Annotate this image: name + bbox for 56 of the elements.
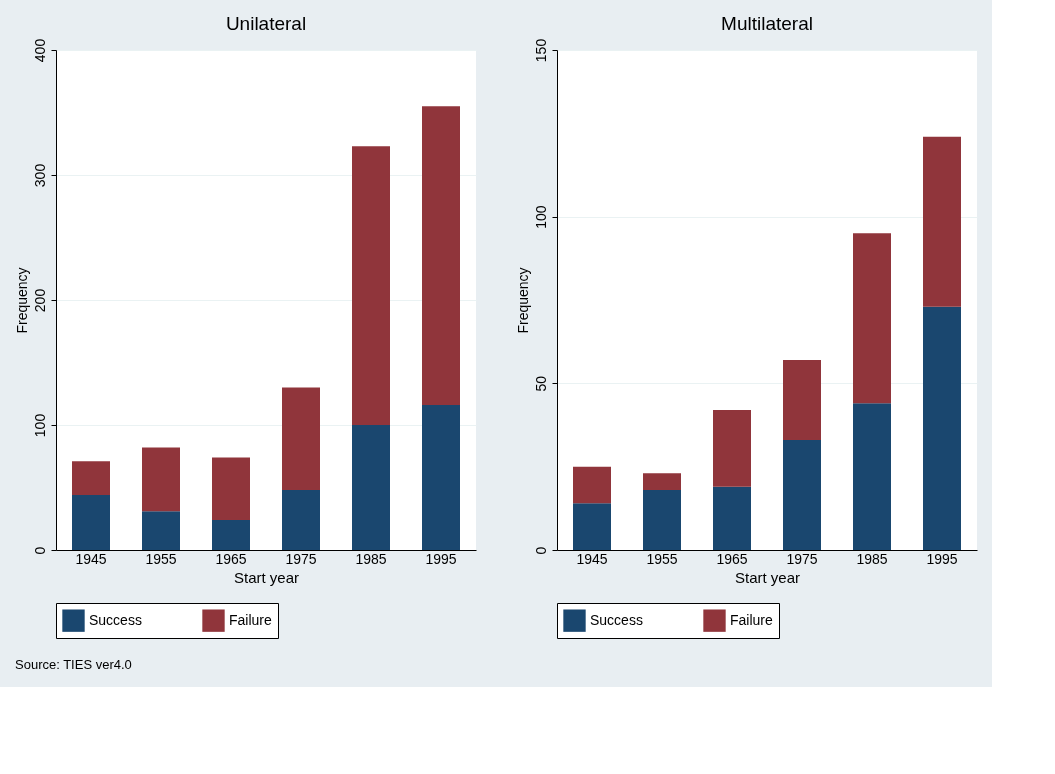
bar (352, 146, 390, 425)
x-tick-label: 1985 (856, 550, 888, 567)
y-tick-label: 0 (532, 546, 549, 555)
bar (573, 503, 611, 550)
y-tick-label: 150 (532, 38, 549, 63)
bar (853, 233, 891, 404)
y-tick-label: 100 (532, 205, 549, 229)
y-tick-label: 400 (31, 38, 48, 63)
x-tick-label: 1975 (285, 550, 317, 567)
chart-title: Unilateral (225, 13, 307, 35)
bar (422, 106, 460, 405)
bar (142, 447, 180, 512)
legend-label: Success (89, 611, 142, 628)
bar (352, 425, 390, 550)
y-axis-title: Frequency (514, 267, 531, 334)
y-tick-label: 200 (31, 288, 48, 313)
source-note: Source: TIES ver4.0 (15, 656, 132, 672)
x-tick-label: 1955 (145, 550, 177, 567)
bar (783, 440, 821, 550)
bar (72, 461, 110, 495)
bar (72, 495, 110, 550)
x-axis-title: Start year (734, 568, 801, 586)
x-tick-label: 1945 (75, 550, 107, 567)
x-tick-label: 1945 (576, 550, 608, 567)
bar (282, 490, 320, 550)
bar (713, 410, 751, 487)
x-tick-label: 1995 (425, 550, 457, 567)
x-tick-label: 1975 (786, 550, 818, 567)
x-tick-label: 1965 (716, 550, 748, 567)
x-tick-label: 1995 (926, 550, 958, 567)
legend-label: Failure (229, 611, 273, 628)
bar (643, 473, 681, 490)
bar (923, 306, 961, 550)
x-tick-label: 1965 (215, 550, 247, 567)
legend-label: Failure (730, 611, 774, 628)
y-tick-label: 300 (31, 163, 48, 188)
bar (923, 136, 961, 307)
bar (573, 466, 611, 504)
bar (212, 520, 250, 550)
legend-label: Success (590, 611, 643, 628)
x-tick-label: 1985 (355, 550, 387, 567)
bar (713, 486, 751, 550)
bar (783, 360, 821, 440)
bar (422, 405, 460, 550)
y-tick-label: 0 (31, 546, 48, 555)
bar (853, 403, 891, 550)
y-tick-label: 50 (532, 375, 549, 392)
bar (212, 457, 250, 520)
x-axis-title: Start year (233, 568, 300, 586)
y-axis-title: Frequency (13, 267, 30, 334)
x-tick-label: 1955 (646, 550, 678, 567)
y-tick-label: 100 (31, 413, 48, 438)
bar (282, 387, 320, 490)
chart-title: Multilateral (721, 13, 813, 35)
bar (643, 490, 681, 550)
bar (142, 511, 180, 550)
